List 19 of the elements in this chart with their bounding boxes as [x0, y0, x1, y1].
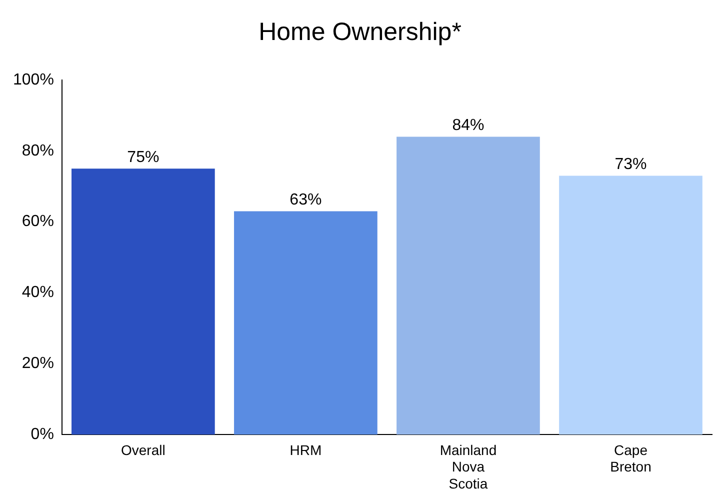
- y-tick-label: 40%: [22, 284, 54, 302]
- bar: [234, 211, 378, 435]
- x-tick-label: Cape Breton: [610, 442, 652, 475]
- data-label: 84%: [452, 117, 484, 134]
- y-tick-label: 60%: [22, 213, 54, 230]
- y-tick-label: 20%: [22, 355, 54, 372]
- y-tick-label: 0%: [30, 426, 54, 444]
- bar: [396, 136, 540, 435]
- data-label: 63%: [290, 192, 322, 209]
- y-tick-label: 80%: [22, 142, 54, 160]
- x-tick-label: Overall: [121, 442, 166, 458]
- y-tick-label: 100%: [13, 71, 54, 88]
- x-tick-label: Mainland Nova Scotia: [440, 442, 497, 492]
- bar: [72, 168, 215, 435]
- chart-title: Home Ownership*: [258, 18, 462, 47]
- x-tick-label: HRM: [290, 442, 322, 458]
- data-label: 75%: [127, 149, 160, 166]
- bar: [559, 176, 702, 435]
- data-label: 73%: [614, 156, 647, 174]
